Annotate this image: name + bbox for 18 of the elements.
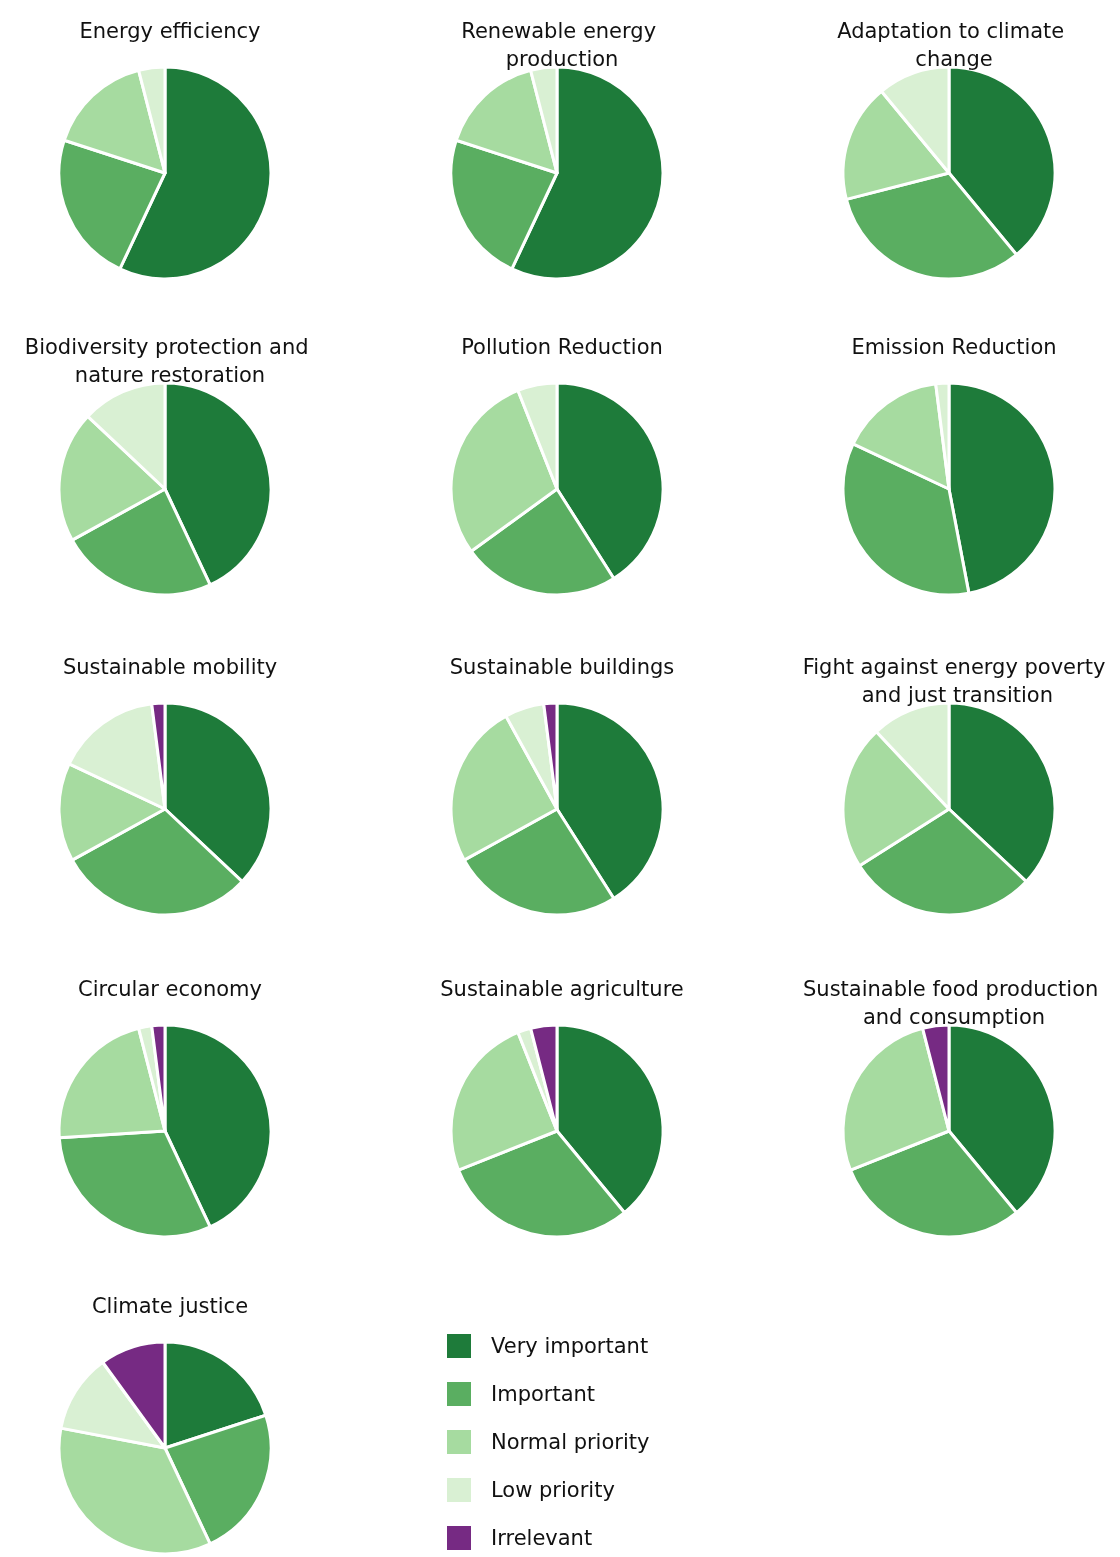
chart-title: Emission Reduction [851, 335, 1057, 359]
legend-label: Important [491, 1382, 596, 1406]
chart-title: Climate justice [91, 1294, 249, 1318]
legend-label: Irrelevant [491, 1526, 593, 1550]
chart-title: Biodiversity protection and nature restoration [24, 335, 316, 387]
legend-label: Low priority [491, 1478, 615, 1502]
chart-title: Sustainable agriculture [440, 977, 684, 1001]
legend-label: Normal priority [491, 1430, 650, 1454]
chart-title: Circular economy [78, 977, 262, 1001]
chart-title: Sustainable mobility [62, 655, 278, 679]
chart-title: Sustainable buildings [449, 655, 675, 679]
chart-title: Pollution Reduction [461, 335, 663, 359]
chart-title: Energy efficiency [79, 19, 261, 43]
legend-label: Very important [491, 1334, 649, 1358]
chart-title: Adaptation to climate change [837, 19, 1071, 71]
chart-title: Fight against energy poverty and just transition [802, 655, 1106, 707]
chart-title: Renewable energy production [461, 19, 663, 71]
chart-title: Sustainable food production and consumption [803, 977, 1105, 1029]
